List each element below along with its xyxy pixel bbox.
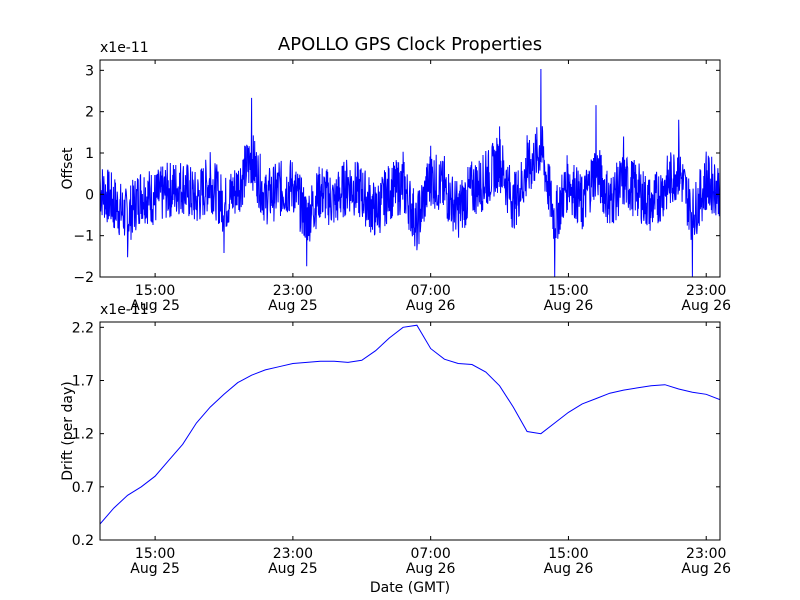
x-tick-label-time: 15:00 [135,546,175,562]
y-tick-label: −2 [73,270,94,286]
x-tick-label-time: 07:00 [410,546,450,562]
y-tick-label: 1.2 [72,427,94,443]
x-tick-label-date: Aug 26 [681,561,731,577]
x-tick-label-date: Aug 26 [681,298,731,314]
x-tick-label-date: Aug 25 [268,298,318,314]
y-tick-label: 1 [85,146,94,162]
x-tick-label-date: Aug 25 [130,561,180,577]
y-tick-label: 1.7 [72,373,94,389]
axes-frame [99,321,721,541]
x-tick-label-date: Aug 26 [544,561,594,577]
y-axis-label: Drift (per day) [60,381,76,480]
x-tick-label-time: 15:00 [135,283,175,299]
y-tick-label: 0 [85,187,94,203]
series-line-drift [100,324,720,525]
x-tick-label-time: 23:00 [686,546,726,562]
x-tick-label-time: 23:00 [686,283,726,299]
x-tick-label-time: 07:00 [410,283,450,299]
y-tick-label: 2.2 [72,320,94,336]
axes-frame [99,59,721,278]
y-tick-label: 0.7 [72,480,94,496]
y-scale-label: x1e-11 [100,40,149,56]
x-axis-label: Date (GMT) [370,580,450,596]
x-tick-label-date: Aug 26 [406,298,456,314]
x-tick-label-time: 23:00 [273,283,313,299]
x-tick-label-time: 15:00 [548,283,588,299]
y-tick-label: 0.2 [72,533,94,549]
x-tick-label-time: 23:00 [273,546,313,562]
x-tick-label-time: 15:00 [548,546,588,562]
x-tick-label-date: Aug 25 [130,298,180,314]
y-tick-label: −1 [73,229,94,245]
x-tick-label-date: Aug 25 [268,561,318,577]
series-line-offset [100,68,720,277]
y-axis-label: Offset [60,147,76,190]
y-tick-label: 2 [85,105,94,121]
x-tick-label-date: Aug 26 [406,561,456,577]
x-tick-label-date: Aug 26 [544,298,594,314]
y-tick-label: 3 [85,63,94,79]
chart-title: APOLLO GPS Clock Properties [278,34,542,55]
y-scale-label: x1e-11 [100,302,149,318]
